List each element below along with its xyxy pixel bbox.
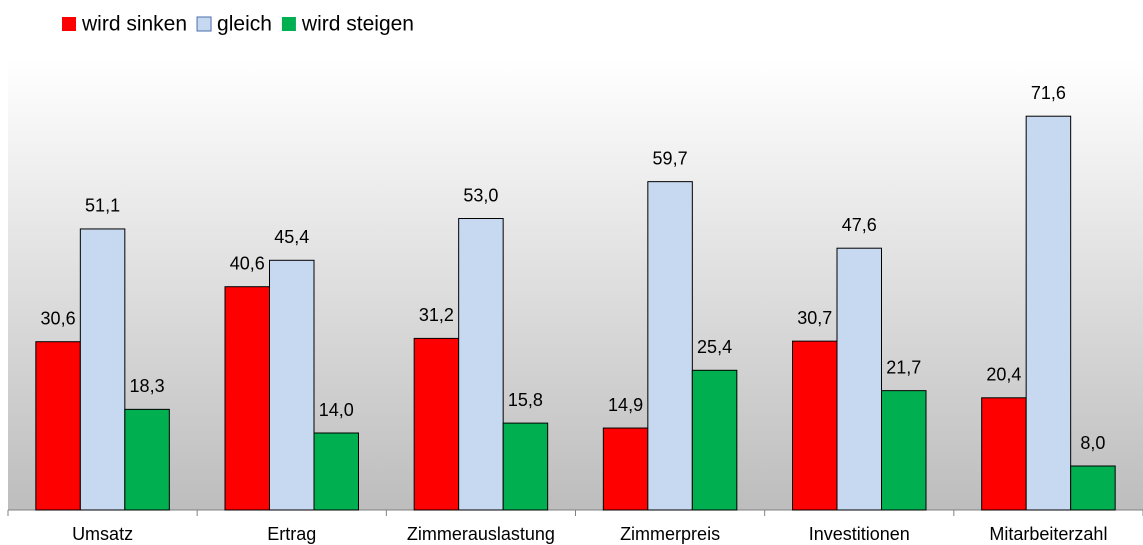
legend-label: wird sinken [81,13,187,36]
x-tick-label: Ertrag [267,524,316,544]
x-tick-label: Zimmerauslastung [407,524,555,544]
legend-swatch [281,17,296,31]
data-label: 14,9 [608,395,643,415]
bar [224,286,270,511]
data-label: 30,6 [41,308,76,328]
bar [269,259,315,511]
legend-label: wird steigen [301,13,414,36]
bar [881,390,927,511]
data-label: 21,7 [886,357,921,377]
bar [1070,465,1116,511]
bar [502,422,549,511]
data-label: 25,4 [697,337,732,357]
x-tick-label: Umsatz [72,524,133,544]
data-label: 53,0 [463,185,498,205]
bar [691,369,738,511]
bar [647,181,693,511]
legend-swatch [62,17,76,31]
data-label: 31,2 [419,305,454,325]
data-label: 59,7 [653,148,688,168]
bar [792,340,838,511]
data-label: 20,4 [986,365,1021,385]
bar [313,432,359,511]
legend-label: gleich [217,13,272,36]
bar [35,341,81,511]
data-label: 14,0 [319,400,354,420]
bar [1025,115,1072,511]
bar [458,218,504,511]
data-label: 71,6 [1031,83,1066,103]
data-label: 45,4 [274,227,309,247]
bar [79,228,126,511]
x-tick-label: Mitarbeiterzahl [989,524,1107,544]
data-label: 8,0 [1080,433,1105,453]
data-label: 30,7 [797,308,832,328]
data-label: 15,8 [508,390,543,410]
data-label: 51,1 [85,196,120,216]
plot-background [8,60,1143,510]
bar [981,397,1027,511]
bar [836,247,882,511]
bar [124,408,170,511]
legend-swatch [196,16,212,32]
data-label: 18,3 [130,376,165,396]
x-tick-label: Zimmerpreis [620,524,720,544]
bar [413,337,460,511]
data-label: 40,6 [230,253,265,273]
bar [602,427,649,511]
data-label: 47,6 [842,215,877,235]
x-tick-label: Investitionen [809,524,910,544]
